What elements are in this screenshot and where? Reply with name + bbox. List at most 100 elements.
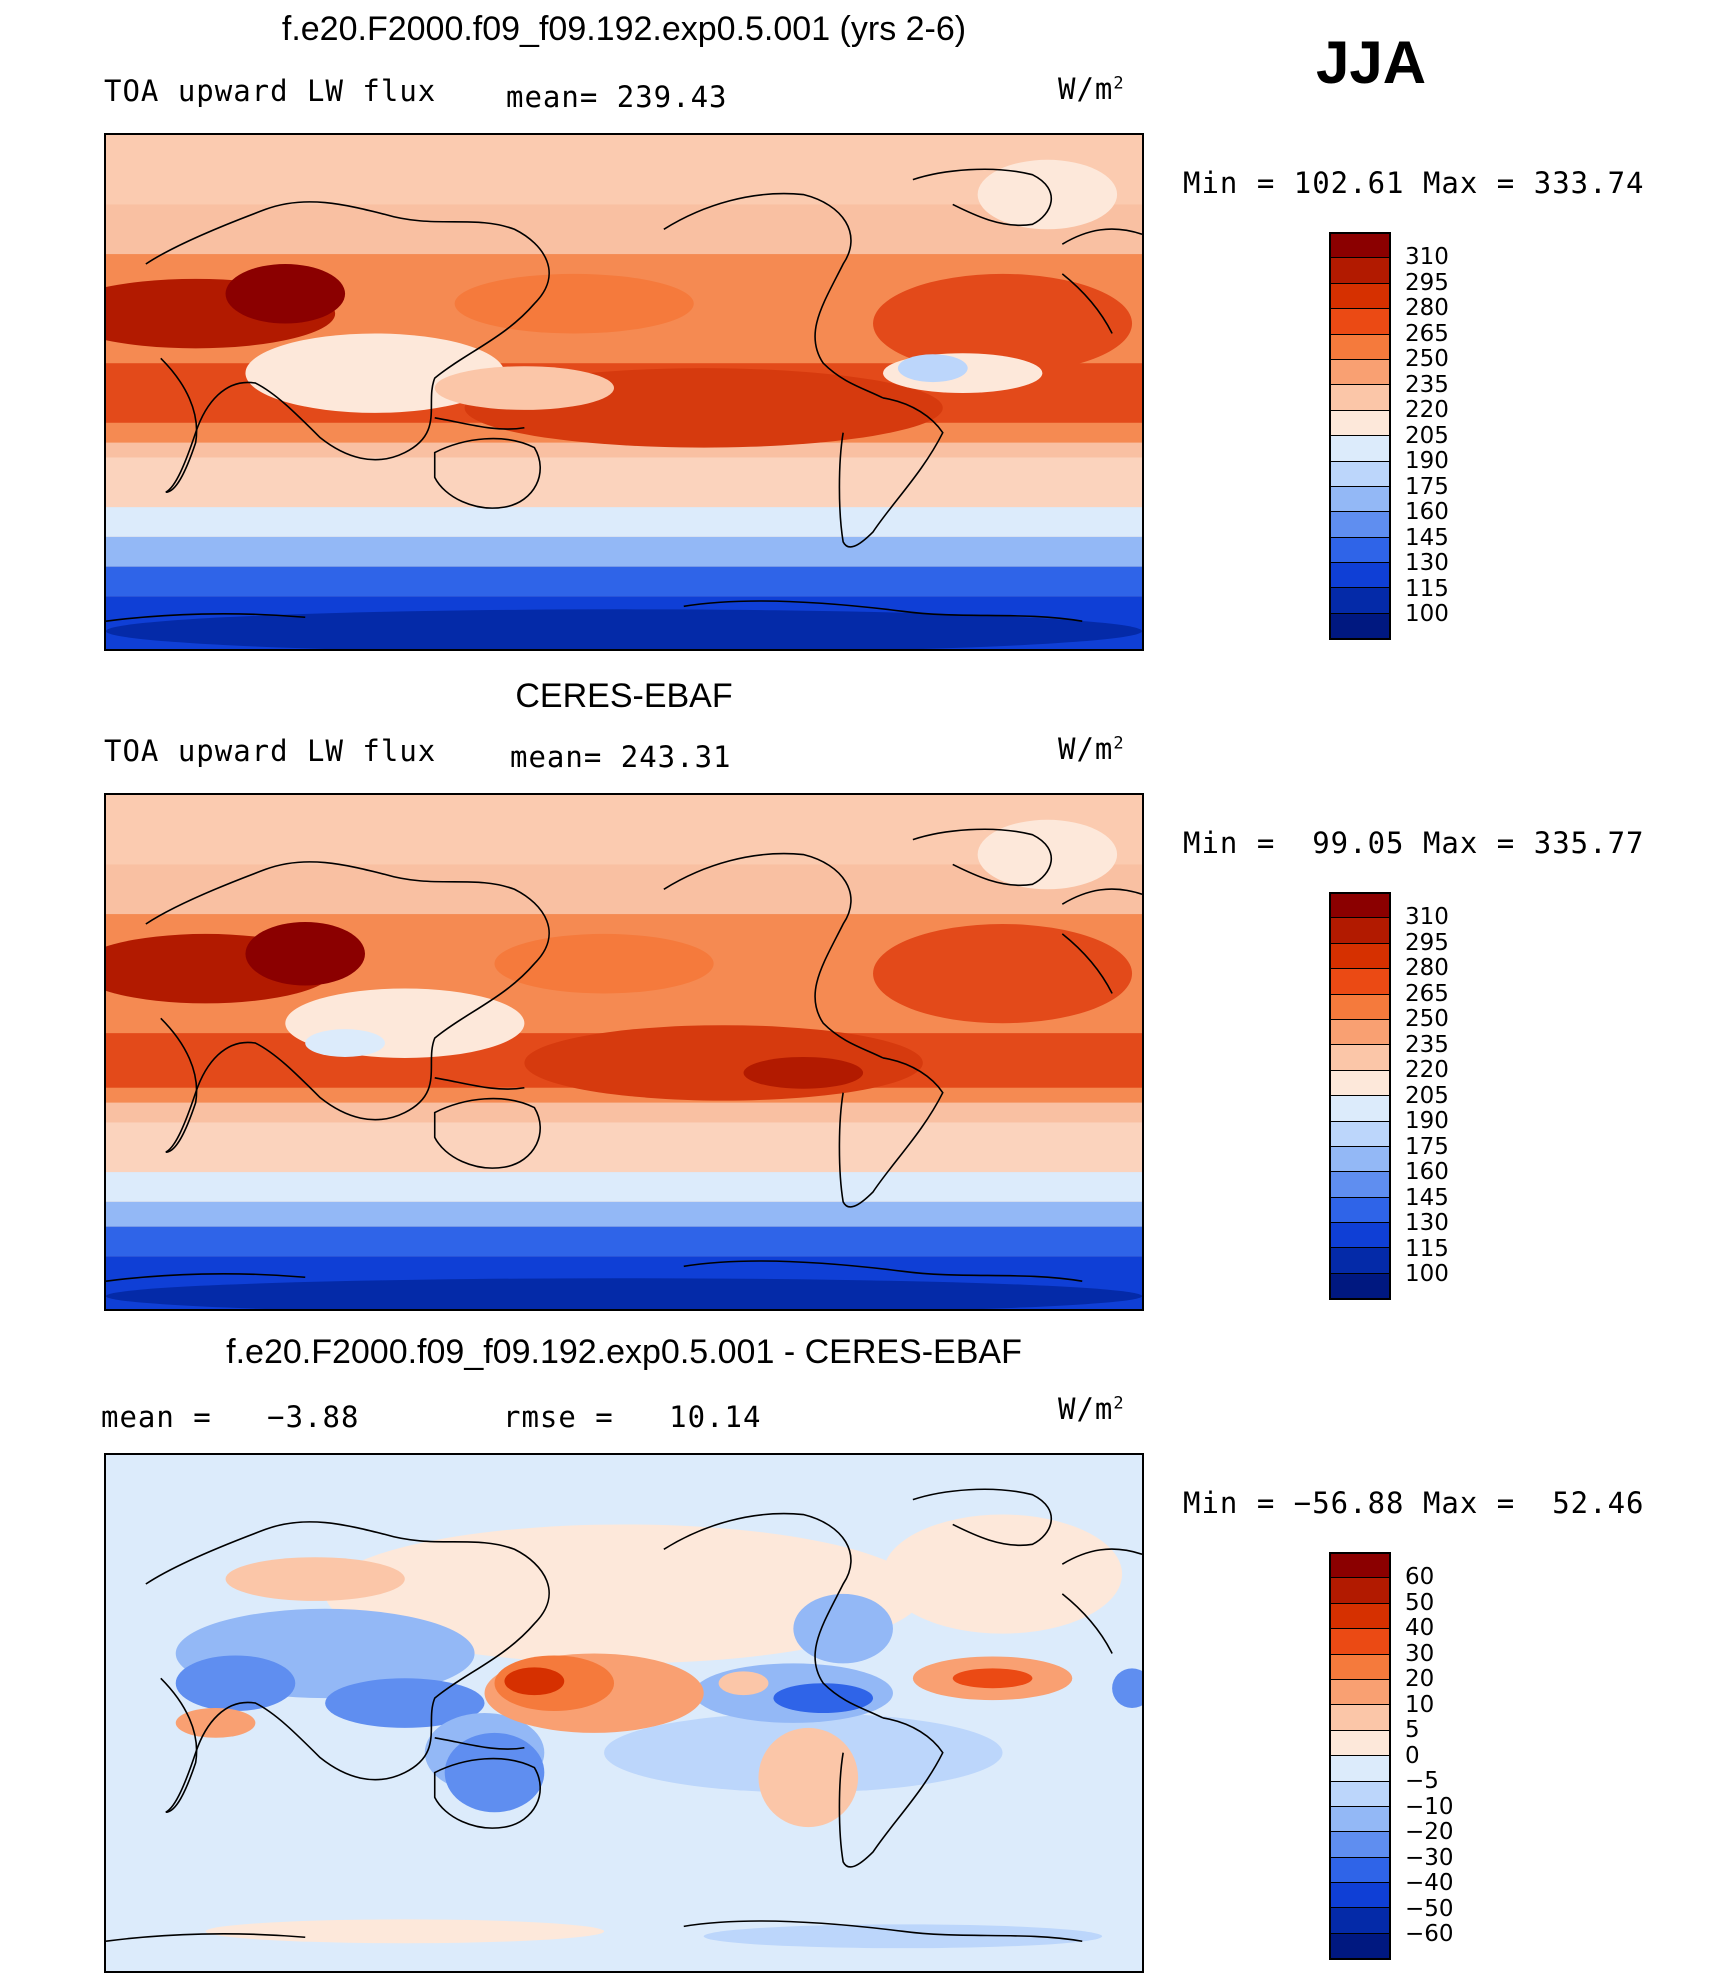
colorbar-swatch [1329,1171,1391,1197]
colorbar-swatch [1329,612,1391,639]
panel-3-title: f.e20.F2000.f09_f09.192.exp0.5.001 - CER… [226,1333,1022,1371]
colorbar-swatch [1329,1882,1391,1908]
colorbar-swatch [1329,1780,1391,1806]
panel-1-colorbar-frame [1329,232,1391,640]
colorbar-tick-label: 100 [1405,601,1449,627]
colorbar-tick-label: 10 [1405,1691,1435,1718]
colorbar-tick-label: 145 [1405,1184,1449,1211]
panel-1-minmax: Min = 102.61 Max = 333.74 [1183,166,1645,200]
colorbar-tick-label: −20 [1405,1819,1454,1845]
panel-3-colorbar-cells [1329,1552,1391,1959]
colorbar-swatch [1329,1628,1391,1654]
colorbar-swatch [1329,511,1391,537]
panel-2-variable-label: TOA upward LW flux [104,734,437,768]
colorbar-swatch [1329,1095,1391,1121]
panel-1-map [104,133,1144,651]
panel-1-field [106,135,1142,649]
colorbar-swatch [1329,1552,1391,1578]
colorbar-swatch [1329,1755,1391,1781]
colorbar-tick-label: 235 [1405,1031,1449,1058]
colorbar-tick-label: −40 [1405,1870,1454,1896]
colorbar-swatch [1329,587,1391,613]
panel-2-minmax: Min = 99.05 Max = 335.77 [1183,826,1645,860]
colorbar-tick-label: 160 [1405,1159,1449,1185]
colorbar-tick-label: 40 [1405,1615,1435,1641]
colorbar-tick-label: 310 [1405,904,1449,930]
colorbar-tick-label: 130 [1405,550,1449,576]
colorbar-tick-label: −60 [1405,1921,1454,1947]
colorbar-swatch [1329,409,1391,436]
colorbar-tick-label: −5 [1405,1768,1439,1794]
panel-1-units: W/m2 [1058,72,1125,106]
colorbar-swatch [1329,1272,1391,1299]
colorbar-tick-label: 190 [1405,1108,1449,1134]
colorbar-tick-label: 295 [1405,929,1449,956]
panel-1-title: f.e20.F2000.f09_f09.192.exp0.5.001 (yrs … [281,10,967,48]
panel-2-colorbar-frame [1329,892,1391,1300]
colorbar-tick-label: −30 [1405,1844,1454,1871]
colorbar-swatch [1329,1120,1391,1146]
colorbar-swatch [1329,384,1391,410]
colorbar-tick-label: 0 [1405,1742,1420,1769]
colorbar-tick-label: 5 [1405,1717,1420,1743]
panel-3-units: W/m2 [1058,1392,1125,1426]
colorbar-swatch [1329,333,1391,359]
colorbar-swatch [1329,993,1391,1019]
colorbar-swatch [1329,1678,1391,1705]
panel-2-title: CERES-EBAF [515,677,733,715]
panel-3-field [106,1455,1142,1971]
colorbar-swatch [1329,1577,1391,1603]
panel-1-colorbar-cells [1329,232,1391,639]
colorbar-tick-label: 265 [1405,980,1449,1007]
colorbar-tick-label: 205 [1405,1082,1449,1109]
colorbar-swatch [1329,536,1391,563]
colorbar-swatch [1329,460,1391,486]
panel-2-colorbar [1329,892,1391,1299]
colorbar-swatch [1329,257,1391,283]
colorbar-swatch [1329,562,1391,588]
colorbar-tick-label: 145 [1405,524,1449,551]
colorbar-swatch [1329,358,1391,385]
colorbar-tick-label: 100 [1405,1261,1449,1287]
panel-2-field [106,795,1142,1309]
colorbar-tick-label: 175 [1405,473,1449,500]
colorbar-swatch [1329,1247,1391,1273]
colorbar-swatch [1329,1044,1391,1070]
panel-2-map [104,793,1144,1311]
colorbar-swatch [1329,1856,1391,1883]
colorbar-tick-label: 130 [1405,1210,1449,1236]
colorbar-swatch [1329,1196,1391,1223]
colorbar-swatch [1329,308,1391,334]
colorbar-tick-label: 220 [1405,397,1449,423]
colorbar-swatch [1329,1907,1391,1933]
colorbar-swatch [1329,892,1391,918]
panel-3-colorbar [1329,1552,1391,1959]
colorbar-swatch [1329,1018,1391,1045]
panel-1-variable-label: TOA upward LW flux [104,74,437,108]
panel-2-units: W/m2 [1058,732,1125,766]
colorbar-tick-label: −50 [1405,1895,1454,1922]
colorbar-swatch [1329,1729,1391,1756]
season-label: JJA [1316,29,1427,96]
colorbar-tick-label: 280 [1405,295,1449,321]
colorbar-swatch [1329,1602,1391,1629]
colorbar-tick-label: 235 [1405,371,1449,398]
colorbar-swatch [1329,1145,1391,1172]
colorbar-tick-label: 20 [1405,1666,1435,1692]
colorbar-swatch [1329,1653,1391,1679]
colorbar-tick-label: −10 [1405,1793,1454,1820]
colorbar-tick-label: 60 [1405,1564,1435,1590]
colorbar-swatch [1329,1805,1391,1832]
colorbar-tick-label: 205 [1405,422,1449,449]
colorbar-swatch [1329,1831,1391,1857]
colorbar-tick-label: 265 [1405,320,1449,347]
colorbar-tick-label: 190 [1405,448,1449,474]
panel-1-mean-label: mean= 239.43 [506,80,728,114]
panel-3-minmax: Min = −56.88 Max = 52.46 [1183,1486,1645,1520]
panel-3-mean-label: mean = −3.88 [101,1400,360,1434]
colorbar-tick-label: 310 [1405,244,1449,270]
panel-2-mean-label: mean= 243.31 [510,740,732,774]
colorbar-tick-label: 250 [1405,346,1449,372]
colorbar-tick-label: 280 [1405,955,1449,981]
colorbar-swatch [1329,1932,1391,1959]
